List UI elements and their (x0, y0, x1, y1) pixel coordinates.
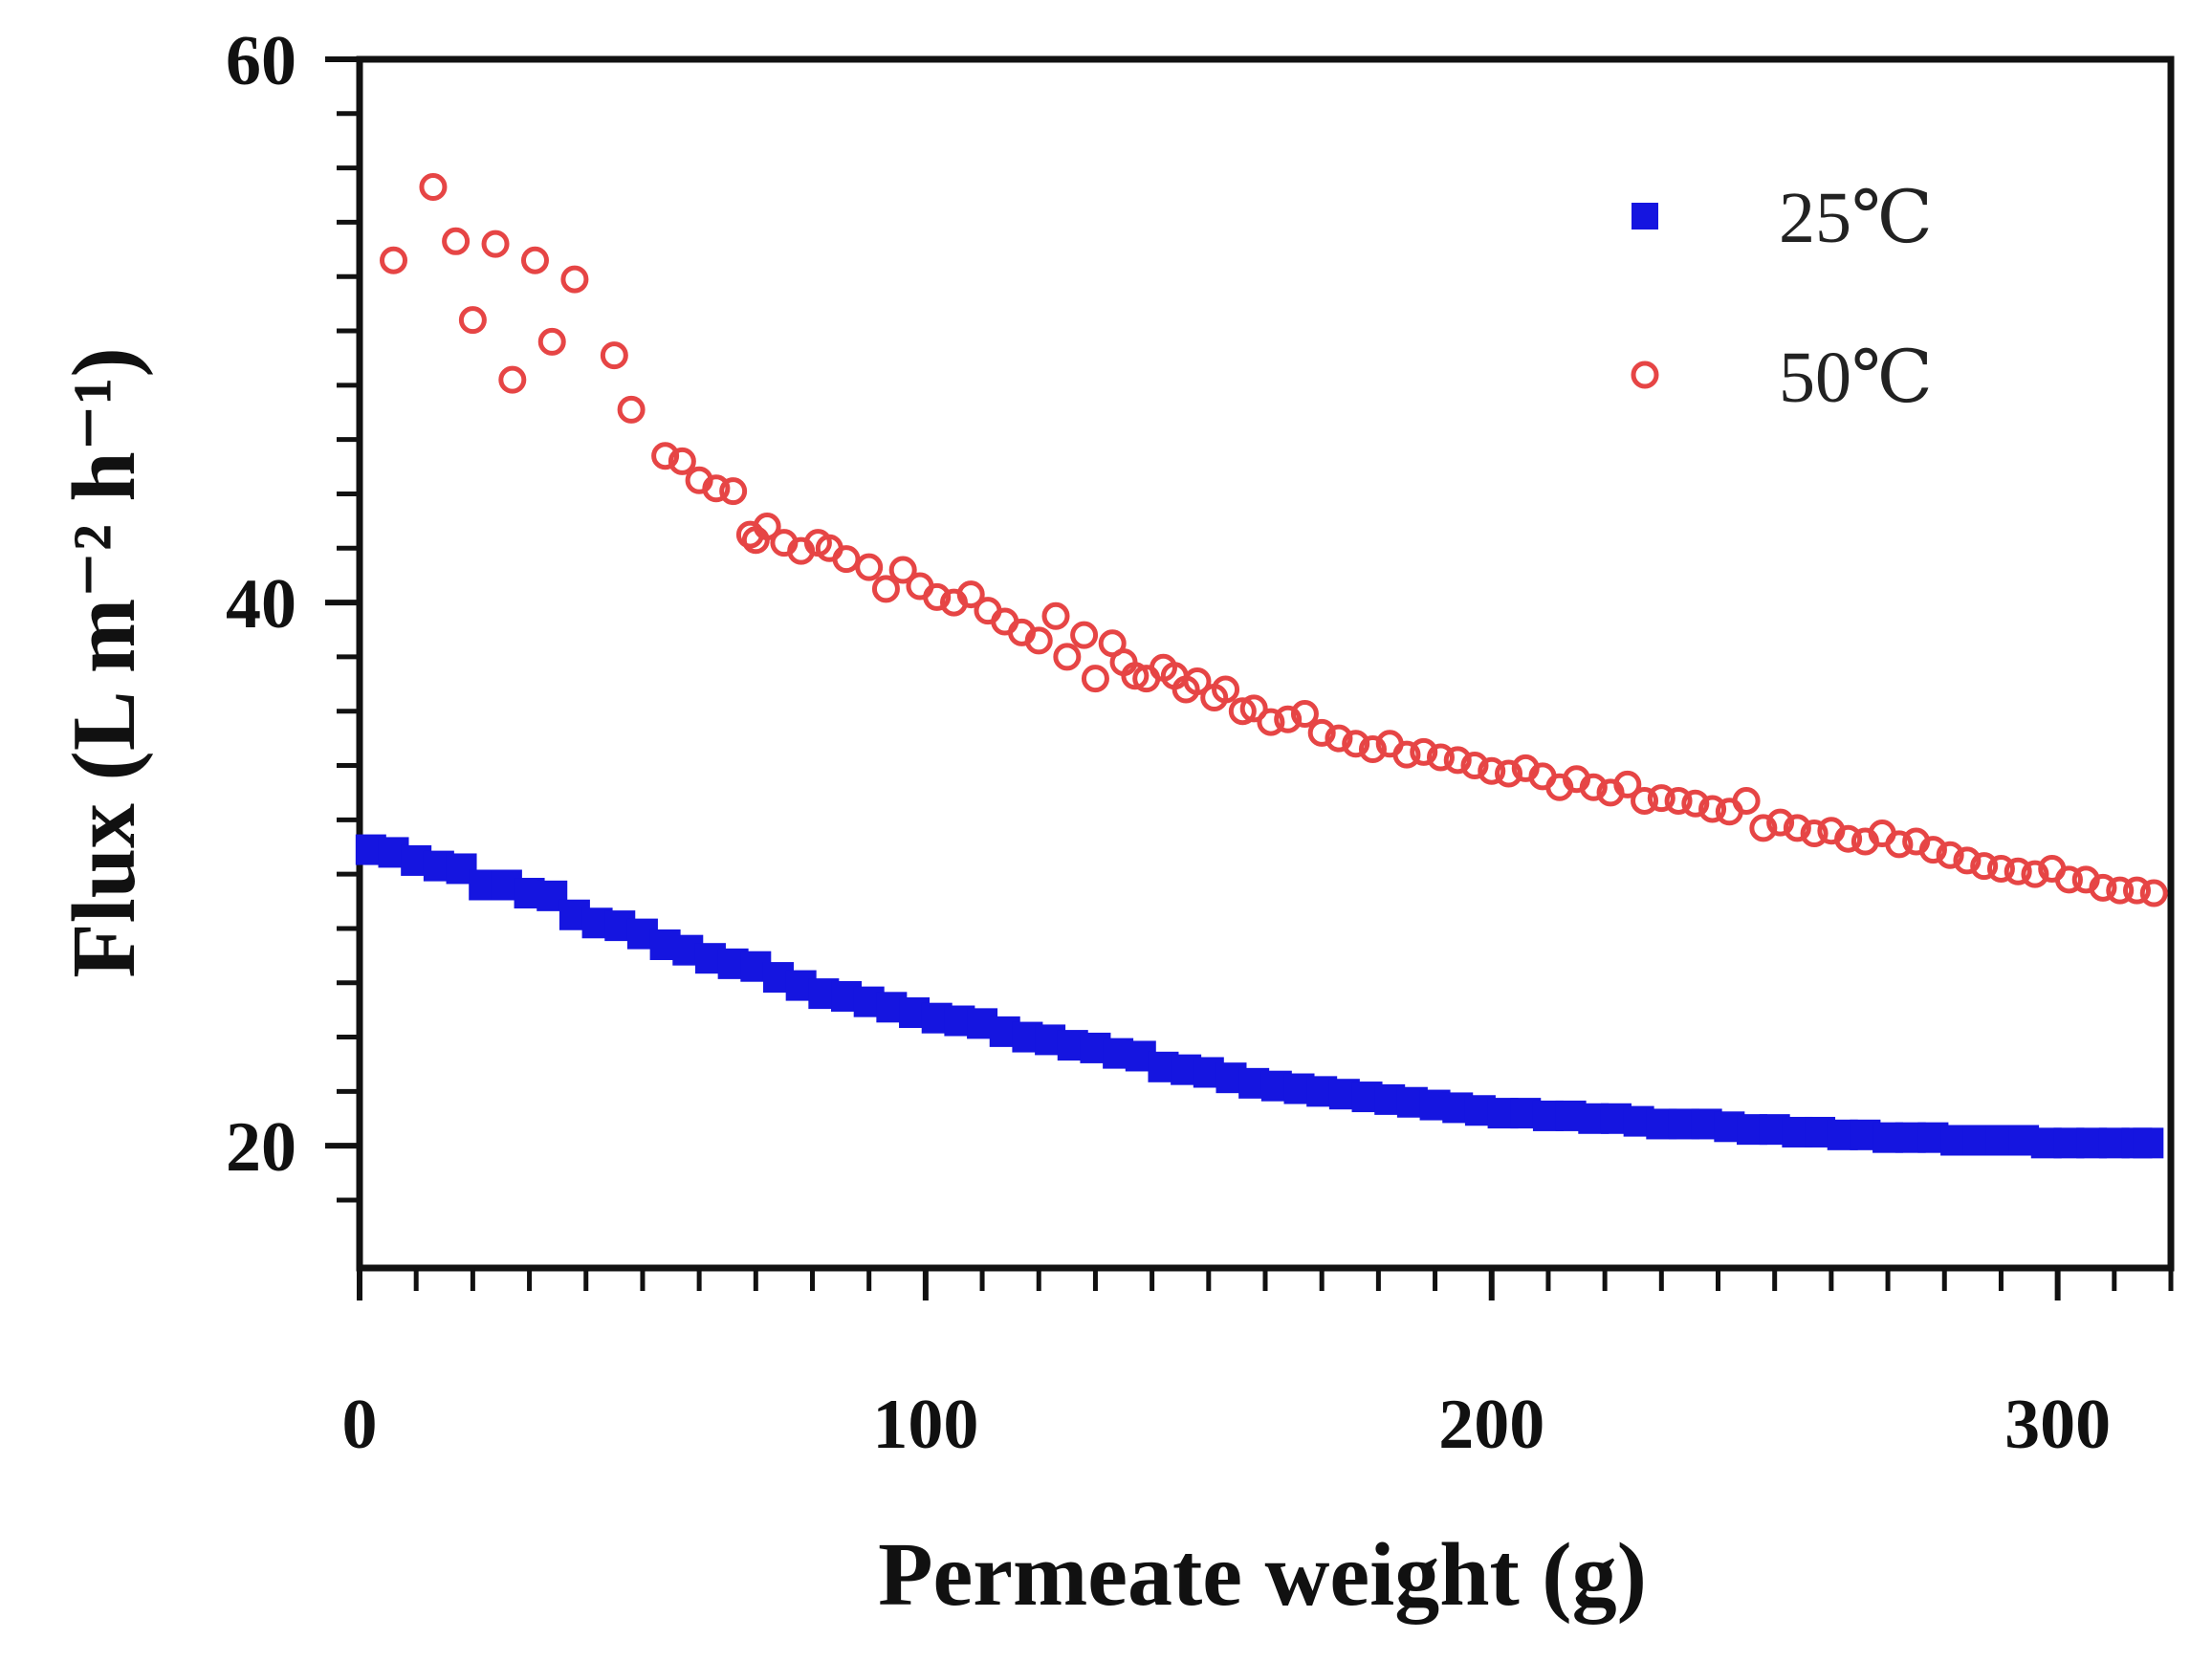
data-point-50c (1443, 746, 1472, 775)
data-point-50c (1732, 786, 1761, 815)
data-point-50c (2122, 876, 2151, 905)
data-point-50c (617, 395, 646, 424)
data-point-50c (2021, 860, 2049, 888)
data-point-50c (419, 173, 448, 202)
data-point-50c (1290, 700, 1319, 729)
y-tick-label: 40 (226, 565, 296, 644)
data-point-50c (1647, 784, 1675, 813)
data-point-50c (1024, 626, 1053, 655)
data-point-50c (1631, 786, 1659, 815)
y-tick-label: 20 (226, 1108, 296, 1187)
data-point-50c (956, 580, 985, 609)
data-point-50c (1257, 708, 1285, 736)
data-point-50c (1834, 824, 1863, 853)
data-point-50c (1041, 601, 1070, 630)
data-point-50c (1783, 814, 1811, 842)
data-point-50c (1936, 841, 1964, 869)
data-point-50c (1613, 770, 1642, 798)
data-point-50c (832, 545, 861, 574)
legend-label-50c: 50℃ (1779, 338, 1933, 418)
data-point-50c (2054, 865, 2083, 894)
data-point-50c (481, 229, 510, 258)
data-point-50c (1239, 694, 1268, 723)
data-point-50c (1081, 665, 1109, 693)
data-point-50c (1070, 621, 1099, 649)
y-tick-label: 60 (226, 22, 296, 100)
data-point-50c (1698, 795, 1727, 823)
data-point-50c (498, 365, 527, 394)
data-point-50c (1749, 814, 1778, 842)
tick-labels: 0 100 200 300 20 40 60 (226, 22, 2111, 1464)
data-point-50c (2004, 857, 2032, 885)
data-point-50c (2139, 879, 2168, 907)
data-point-50c (1053, 643, 1082, 671)
data-point-50c (600, 341, 628, 370)
y-axis-label: Flux (L m⁻² h⁻¹) (55, 347, 154, 978)
minor-ticks (325, 56, 2174, 1300)
data-point-50c (520, 246, 549, 274)
data-point-50c (1478, 756, 1506, 785)
data-point-50c (1495, 759, 1523, 788)
data-point-50c (380, 246, 408, 274)
data-point-50c (871, 575, 900, 603)
series-50c (380, 173, 2168, 907)
legend: 25℃ 50℃ (1631, 178, 1933, 418)
data-point-50c (1358, 734, 1387, 763)
data-point-50c (2089, 873, 2117, 902)
data-point-50c (1307, 718, 1336, 747)
data-point-50c (458, 306, 487, 335)
data-point-50c (1664, 786, 1693, 815)
data-point-50c (1579, 773, 1608, 801)
data-point-50c (1121, 662, 1150, 690)
x-tick-label: 300 (2004, 1386, 2111, 1464)
data-point-50c (1274, 705, 1303, 733)
data-point-50c (1885, 830, 1914, 859)
series-25c (355, 834, 2164, 1159)
data-point-50c (442, 227, 471, 255)
data-point-50c (888, 556, 917, 584)
data-point-25c (2133, 1127, 2164, 1159)
data-point-50c (1681, 789, 1710, 818)
data-point-50c (1953, 846, 1982, 875)
data-point-50c (1410, 737, 1438, 766)
data-point-50c (560, 265, 589, 294)
x-tick-label: 0 (342, 1386, 378, 1464)
data-point-50c (2106, 876, 2135, 905)
data-point-50c (753, 513, 781, 541)
data-point-50c (1426, 743, 1455, 772)
data-point-50c (1392, 740, 1421, 769)
data-point-50c (855, 553, 884, 581)
legend-marker-50c (1631, 361, 1659, 389)
data-point-50c (1986, 854, 2015, 883)
data-point-50c (1918, 836, 1947, 864)
data-point-50c (1460, 752, 1489, 780)
data-point-50c (668, 447, 696, 475)
data-point-50c (651, 442, 680, 470)
data-point-50c (1325, 724, 1353, 753)
data-point-50c (923, 582, 952, 611)
x-tick-label: 100 (872, 1386, 978, 1464)
data-point-50c (1800, 820, 1829, 848)
legend-marker-25c (1632, 203, 1658, 229)
data-point-50c (719, 477, 748, 506)
data-point-50c (1342, 730, 1370, 758)
data-point-50c (1228, 697, 1257, 726)
data-point-50c (1970, 852, 1999, 881)
x-axis-label: Permeate weight (g) (878, 1525, 1647, 1625)
data-point-50c (537, 327, 566, 356)
data-point-50c (1183, 667, 1212, 695)
x-tick-label: 200 (1438, 1386, 1544, 1464)
data-point-50c (702, 474, 731, 503)
data-point-50c (1766, 808, 1795, 837)
data-point-50c (1212, 675, 1240, 704)
legend-label-25c: 25℃ (1779, 178, 1933, 258)
